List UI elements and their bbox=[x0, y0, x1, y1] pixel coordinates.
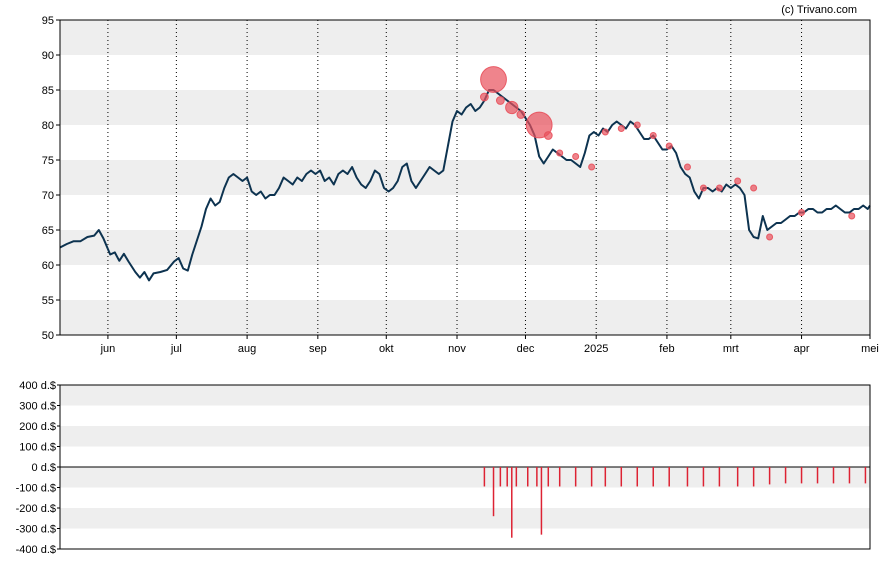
volume-y-tick-label: -400 d.$ bbox=[16, 544, 56, 556]
price-y-tick-label: 85 bbox=[42, 85, 54, 97]
volume-y-tick-label: 100 d.$ bbox=[19, 442, 56, 454]
trade-marker bbox=[572, 153, 580, 160]
volume-band bbox=[60, 508, 870, 529]
price-y-tick-label: 55 bbox=[42, 295, 54, 307]
trade-marker bbox=[495, 96, 505, 105]
volume-y-tick-label: 0 d.$ bbox=[32, 462, 56, 474]
volume-band bbox=[60, 467, 870, 488]
price-band bbox=[60, 20, 870, 55]
price-y-tick-label: 50 bbox=[42, 330, 54, 342]
price-plot-frame bbox=[59, 19, 871, 336]
trade-marker bbox=[543, 131, 553, 140]
price-y-tick-label: 65 bbox=[42, 225, 54, 237]
price-x-tick-label: apr bbox=[794, 343, 810, 355]
volume-bands bbox=[60, 385, 870, 529]
price-x-tick-label: nov bbox=[448, 343, 466, 355]
trade-marker bbox=[556, 149, 564, 157]
trade-marker bbox=[715, 184, 723, 192]
price-bands bbox=[60, 20, 870, 335]
volume-band bbox=[60, 385, 870, 406]
price-series-line bbox=[59, 89, 871, 282]
price-band bbox=[60, 230, 870, 265]
price-y-tick-label: 95 bbox=[42, 15, 54, 27]
trade-marker bbox=[734, 177, 742, 185]
price-band bbox=[60, 160, 870, 195]
trade-marker bbox=[516, 110, 526, 119]
trade-markers bbox=[479, 66, 856, 241]
volume-band bbox=[60, 426, 870, 447]
trade-marker bbox=[750, 184, 758, 192]
price-x-tick-labels: jun jul aug sep okt nov dec 2025 feb mrt apr mei bbox=[100, 335, 879, 355]
trade-marker bbox=[699, 184, 707, 192]
trade-marker bbox=[766, 233, 774, 241]
price-x-tick-label: aug bbox=[238, 343, 256, 355]
price-y-tick-label: 90 bbox=[42, 50, 54, 62]
price-y-tick-label: 75 bbox=[42, 155, 54, 167]
price-x-tick-label: sep bbox=[309, 343, 327, 355]
trade-marker bbox=[505, 100, 519, 115]
volume-y-tick-label: -300 d.$ bbox=[16, 524, 56, 536]
price-y-tick-labels: 50 55 60 65 70 75 80 85 90 95 bbox=[42, 15, 60, 342]
price-x-tick-label: jul bbox=[170, 343, 182, 355]
trade-marker bbox=[525, 111, 553, 139]
volume-y-tick-label: 200 d.$ bbox=[19, 421, 56, 433]
trade-marker bbox=[683, 163, 691, 171]
price-x-tick-label: dec bbox=[517, 343, 535, 355]
price-y-tick-label: 80 bbox=[42, 120, 54, 132]
volume-plot-frame bbox=[59, 384, 871, 550]
price-y-tick-label: 60 bbox=[42, 260, 54, 272]
volume-y-tick-label: -200 d.$ bbox=[16, 503, 56, 515]
price-x-tick-label: 2025 bbox=[584, 343, 608, 355]
trade-marker bbox=[588, 163, 596, 171]
watermark: (c) Trivano.com bbox=[781, 4, 857, 16]
price-band bbox=[60, 300, 870, 335]
volume-chart: 400 d.$ 300 d.$ 200 d.$ 100 d.$ 0 d.$ -100 d.… bbox=[16, 380, 871, 556]
volume-bars bbox=[483, 467, 867, 538]
trade-marker bbox=[848, 212, 856, 220]
trade-marker bbox=[665, 142, 673, 150]
volume-y-tick-labels: 400 d.$ 300 d.$ 200 d.$ 100 d.$ 0 d.$ -100 d.… bbox=[16, 380, 60, 556]
price-x-tick-label: okt bbox=[379, 343, 394, 355]
trade-marker bbox=[798, 209, 806, 216]
trade-marker bbox=[479, 92, 489, 102]
trade-marker bbox=[633, 121, 641, 129]
price-y-tick-label: 70 bbox=[42, 190, 54, 202]
volume-y-tick-label: -100 d.$ bbox=[16, 483, 56, 495]
volume-y-tick-label: 400 d.$ bbox=[19, 380, 56, 392]
trade-marker bbox=[480, 66, 507, 93]
price-x-tick-label: mei bbox=[861, 343, 879, 355]
trade-marker bbox=[649, 132, 657, 139]
volume-y-tick-label: 300 d.$ bbox=[19, 401, 56, 413]
trade-marker bbox=[601, 128, 609, 136]
price-month-gridlines bbox=[107, 20, 803, 335]
price-x-tick-label: jun bbox=[100, 343, 116, 355]
trade-marker bbox=[617, 125, 625, 132]
price-x-tick-label: feb bbox=[659, 343, 674, 355]
price-x-tick-label: mrt bbox=[723, 343, 739, 355]
price-chart: 50 55 60 65 70 75 80 85 90 95 jun jul aug sep okt nov d… bbox=[42, 15, 879, 355]
